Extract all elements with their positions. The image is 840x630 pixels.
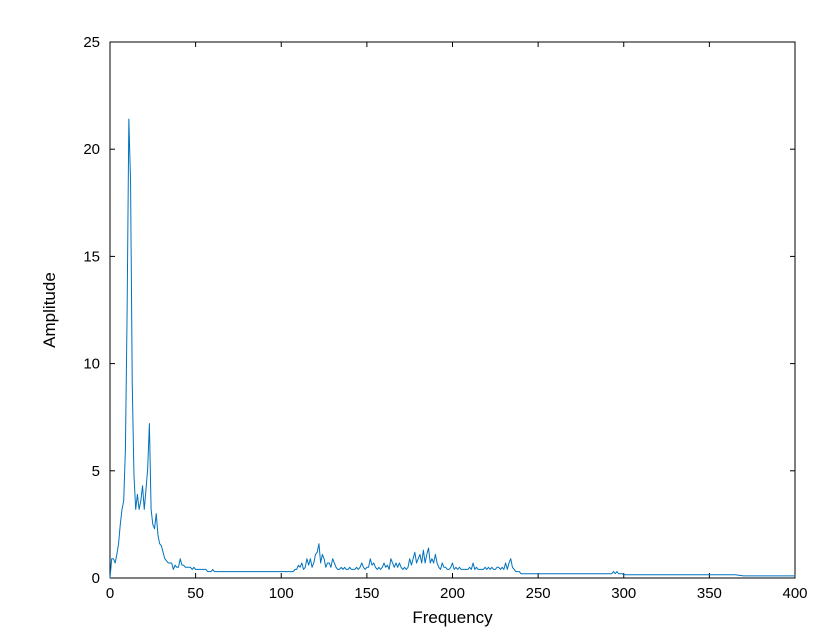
y-tick-label: 10 — [83, 356, 100, 373]
x-tick-label: 150 — [354, 585, 379, 602]
y-tick-label: 25 — [83, 34, 100, 51]
x-tick-label: 250 — [526, 585, 551, 602]
y-tick-label: 0 — [92, 570, 100, 587]
x-tick-label: 0 — [106, 585, 114, 602]
chart-svg: 0 50 100 150 200 250 300 350 400 0 5 10 15 20 25 Freque… — [0, 0, 840, 630]
y-tick-label: 15 — [83, 248, 100, 265]
y-axis-label: Amplitude — [40, 272, 59, 348]
x-tick-label: 50 — [187, 585, 204, 602]
y-tick-label: 20 — [83, 141, 100, 158]
plot-box — [110, 42, 795, 578]
x-tick-label: 400 — [782, 585, 807, 602]
spectrum-chart: 0 50 100 150 200 250 300 350 400 0 5 10 15 20 25 Freque… — [0, 0, 840, 630]
x-tick-label: 350 — [697, 585, 722, 602]
x-tick-label: 200 — [440, 585, 465, 602]
data-line — [110, 119, 795, 578]
y-tick-label: 5 — [92, 463, 100, 480]
x-tick-label: 100 — [269, 585, 294, 602]
x-axis-label: Frequency — [412, 608, 493, 627]
x-tick-label: 300 — [611, 585, 636, 602]
